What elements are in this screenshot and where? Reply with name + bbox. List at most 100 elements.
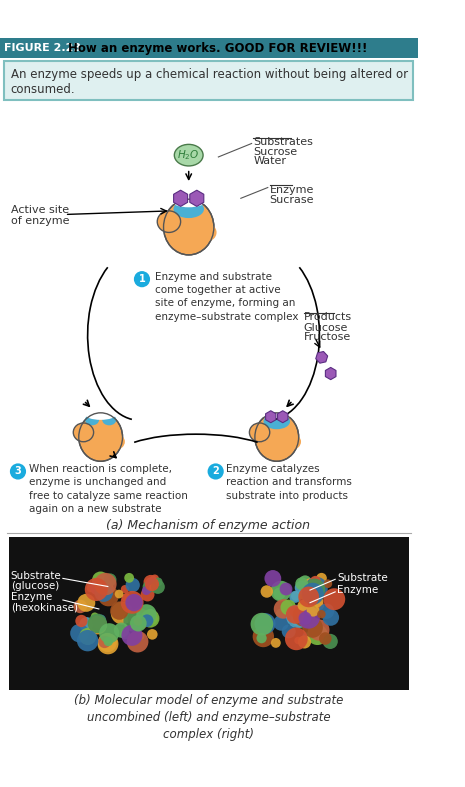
- Text: Sucrase: Sucrase: [270, 194, 314, 205]
- Circle shape: [260, 586, 273, 597]
- Circle shape: [315, 601, 324, 610]
- Circle shape: [137, 633, 145, 640]
- Circle shape: [91, 612, 99, 620]
- Ellipse shape: [85, 409, 116, 419]
- Circle shape: [316, 573, 327, 583]
- Circle shape: [312, 597, 324, 607]
- Ellipse shape: [249, 423, 270, 442]
- Circle shape: [100, 586, 107, 594]
- Circle shape: [257, 633, 267, 643]
- Circle shape: [291, 592, 300, 600]
- Text: Products: Products: [304, 312, 352, 323]
- Circle shape: [286, 605, 305, 624]
- Ellipse shape: [284, 434, 301, 449]
- Circle shape: [94, 573, 117, 595]
- Circle shape: [285, 627, 308, 650]
- Circle shape: [149, 585, 155, 590]
- Circle shape: [143, 581, 154, 593]
- Circle shape: [110, 601, 129, 620]
- Circle shape: [122, 615, 129, 623]
- Circle shape: [98, 634, 119, 654]
- Circle shape: [127, 608, 150, 630]
- Ellipse shape: [197, 224, 217, 242]
- Text: (a) Mechanism of enzyme action: (a) Mechanism of enzyme action: [106, 519, 311, 532]
- Circle shape: [307, 624, 328, 645]
- Circle shape: [141, 588, 154, 601]
- Circle shape: [115, 589, 123, 598]
- Circle shape: [273, 588, 286, 600]
- Circle shape: [104, 574, 117, 586]
- Circle shape: [90, 580, 105, 595]
- Circle shape: [126, 578, 140, 593]
- Circle shape: [142, 586, 151, 595]
- Circle shape: [323, 588, 345, 610]
- Circle shape: [136, 604, 157, 624]
- Circle shape: [273, 615, 289, 630]
- Text: 2: 2: [213, 467, 219, 476]
- Text: Sucrose: Sucrose: [253, 147, 298, 157]
- Text: Enzyme: Enzyme: [337, 585, 378, 595]
- Circle shape: [95, 578, 113, 596]
- Circle shape: [75, 615, 87, 627]
- Circle shape: [87, 614, 107, 634]
- Text: 1: 1: [139, 274, 146, 284]
- Circle shape: [73, 600, 87, 613]
- Circle shape: [93, 617, 105, 629]
- Circle shape: [299, 611, 312, 625]
- Circle shape: [319, 632, 332, 645]
- Text: When reaction is complete,
enzyme is unchanged and
free to catalyze same reactio: When reaction is complete, enzyme is unc…: [29, 464, 188, 514]
- Circle shape: [151, 575, 159, 583]
- Circle shape: [299, 586, 319, 608]
- Circle shape: [254, 613, 276, 634]
- Circle shape: [298, 600, 308, 611]
- Circle shape: [304, 578, 325, 600]
- Circle shape: [134, 271, 150, 287]
- Circle shape: [271, 581, 291, 601]
- Circle shape: [98, 579, 108, 590]
- Circle shape: [149, 579, 156, 586]
- Ellipse shape: [255, 413, 299, 461]
- Circle shape: [307, 604, 319, 616]
- Text: Enzyme catalyzes
reaction and transforms
substrate into products: Enzyme catalyzes reaction and transforms…: [226, 464, 352, 501]
- Circle shape: [297, 606, 320, 629]
- Text: Glucose: Glucose: [304, 323, 348, 333]
- Text: (glucose): (glucose): [11, 581, 59, 590]
- Circle shape: [121, 625, 142, 646]
- Text: (hexokinase): (hexokinase): [11, 602, 78, 612]
- Circle shape: [251, 613, 273, 635]
- Circle shape: [298, 635, 311, 648]
- Circle shape: [207, 464, 224, 479]
- Ellipse shape: [85, 415, 99, 425]
- Circle shape: [310, 576, 321, 587]
- Circle shape: [276, 608, 286, 619]
- Circle shape: [70, 624, 89, 642]
- Text: Enzyme: Enzyme: [270, 185, 314, 195]
- Circle shape: [302, 582, 324, 605]
- Circle shape: [299, 575, 312, 589]
- Ellipse shape: [172, 194, 206, 207]
- Circle shape: [145, 577, 159, 591]
- Circle shape: [144, 609, 157, 623]
- Circle shape: [308, 619, 330, 641]
- Circle shape: [96, 615, 106, 624]
- Circle shape: [127, 631, 148, 652]
- Text: Water: Water: [253, 156, 286, 166]
- Ellipse shape: [102, 415, 116, 425]
- Text: $H_2O$: $H_2O$: [178, 148, 200, 162]
- Circle shape: [141, 609, 159, 627]
- Circle shape: [123, 610, 145, 632]
- Ellipse shape: [108, 434, 125, 449]
- Circle shape: [294, 637, 302, 645]
- Circle shape: [87, 584, 95, 593]
- Circle shape: [120, 630, 130, 639]
- Circle shape: [100, 637, 115, 652]
- Circle shape: [130, 615, 146, 631]
- Circle shape: [146, 613, 158, 625]
- Circle shape: [286, 605, 309, 628]
- Circle shape: [265, 570, 281, 587]
- Text: An enzyme speeds up a chemical reaction without being altered or
consumed.: An enzyme speeds up a chemical reaction …: [11, 68, 408, 96]
- Circle shape: [274, 599, 293, 619]
- Circle shape: [111, 602, 133, 624]
- Circle shape: [289, 607, 299, 616]
- Circle shape: [322, 609, 339, 626]
